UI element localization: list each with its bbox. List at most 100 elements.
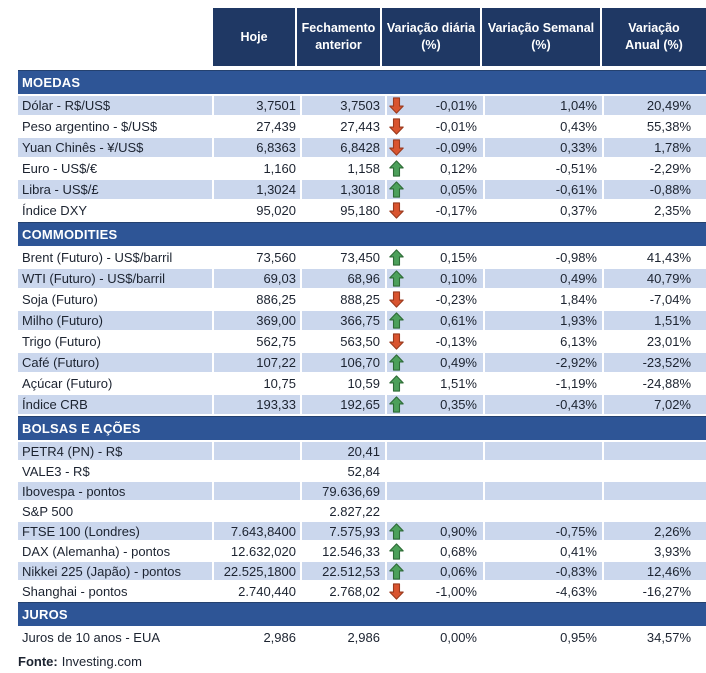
cell-variacao-semanal: 1,84% (483, 290, 602, 309)
table-row: DAX (Alemanha) - pontos 12.632,020 12.54… (18, 542, 706, 562)
cell-hoje: 193,33 (212, 395, 300, 414)
cell-fechamento: 366,75 (300, 311, 385, 330)
section-header: JUROS (18, 602, 706, 628)
cell-variacao-semanal: 0,95% (483, 628, 602, 646)
section-header: BOLSAS E AÇÕES (18, 416, 706, 442)
cell-variacao-anual: 2,26% (602, 522, 706, 540)
cell-hoje: 2,986 (212, 628, 300, 646)
cell-variacao-diaria: 0,00% (385, 628, 483, 646)
cell-fechamento: 888,25 (300, 290, 385, 309)
up-arrow-icon (389, 542, 404, 560)
section-rows: PETR4 (PN) - R$ 20,41 VALE3 - R$ 52,84 (18, 442, 706, 602)
cell-fechamento: 192,65 (300, 395, 385, 414)
cell-fechamento: 1,158 (300, 159, 385, 178)
table-row: S&P 500 2.827,22 (18, 502, 706, 522)
section-title: JUROS (22, 607, 68, 622)
row-label: Euro - US$/€ (22, 161, 98, 176)
source-label: Fonte: (18, 653, 58, 669)
cell-variacao-diaria: 0,90% (385, 522, 483, 540)
table-row: Peso argentino - $/US$ 27,439 27,443 -0,… (18, 117, 706, 138)
cell-diaria-value: 1,51% (440, 376, 477, 391)
row-label: Juros de 10 anos - EUA (22, 629, 161, 645)
cell-variacao-anual: 41,43% (602, 248, 706, 267)
row-label: Soja (Futuro) (22, 292, 98, 307)
cell-variacao-anual: 1,78% (602, 138, 706, 157)
cell-fechamento: 2,986 (300, 628, 385, 646)
cell-variacao-anual: -24,88% (602, 374, 706, 393)
cell-variacao-anual: 3,93% (602, 542, 706, 560)
up-arrow-icon (389, 522, 404, 540)
row-label: Trigo (Futuro) (22, 334, 101, 349)
cell-variacao-anual: -0,88% (602, 180, 706, 199)
cell-diaria-value: 0,12% (440, 161, 477, 176)
cell-variacao-diaria: -0,17% (385, 201, 483, 220)
table-section: BOLSAS E AÇÕES PETR4 (PN) - R$ 20,41 VAL… (18, 416, 706, 602)
table-row: PETR4 (PN) - R$ 20,41 (18, 442, 706, 462)
table-row: Soja (Futuro) 886,25 888,25 -0,23% 1,84%… (18, 290, 706, 311)
cell-hoje (212, 462, 300, 480)
cell-fechamento: 20,41 (300, 442, 385, 460)
up-arrow-icon (389, 249, 404, 266)
cell-variacao-anual: 7,02% (602, 395, 706, 414)
cell-diaria-value: -0,09% (435, 140, 477, 155)
table-row: Ibovespa - pontos 79.636,69 (18, 482, 706, 502)
cell-variacao-diaria (385, 462, 483, 480)
cell-hoje: 3,7501 (212, 96, 300, 115)
section-title: COMMODITIES (22, 227, 118, 242)
table-body: MOEDAS Dólar - R$/US$ 3,7501 3,7503 -0,0… (18, 70, 706, 648)
table-row: WTI (Futuro) - US$/barril 69,03 68,96 0,… (18, 269, 706, 290)
cell-diaria-value: -0,17% (435, 203, 477, 218)
cell-fechamento: 106,70 (300, 353, 385, 372)
cell-variacao-diaria: 0,15% (385, 248, 483, 267)
cell-variacao-semanal: -0,98% (483, 248, 602, 267)
row-label: WTI (Futuro) - US$/barril (22, 271, 166, 286)
cell-diaria-value: 0,00% (440, 629, 477, 645)
cell-hoje: 107,22 (212, 353, 300, 372)
table-section: COMMODITIES Brent (Futuro) - US$/barril … (18, 222, 706, 416)
cell-variacao-semanal (483, 462, 602, 480)
cell-hoje: 73,560 (212, 248, 300, 267)
section-header: MOEDAS (18, 70, 706, 96)
row-label: Milho (Futuro) (22, 313, 103, 328)
cell-hoje (212, 482, 300, 500)
cell-variacao-diaria: 0,12% (385, 159, 483, 178)
table-header: Hoje Fechamento anterior Variação diária… (213, 8, 706, 66)
table-row: Café (Futuro) 107,22 106,70 0,49% -2,92%… (18, 353, 706, 374)
row-label: Shanghai - pontos (22, 583, 128, 599)
cell-variacao-semanal: -0,61% (483, 180, 602, 199)
table-row: Nikkei 225 (Japão) - pontos 22.525,1800 … (18, 562, 706, 582)
cell-variacao-semanal: -0,75% (483, 522, 602, 540)
down-arrow-icon (389, 582, 404, 600)
source-note: Fonte: Investing.com (18, 651, 706, 671)
up-arrow-icon (389, 396, 404, 413)
row-label: PETR4 (PN) - R$ (22, 443, 123, 459)
cell-variacao-diaria: 0,61% (385, 311, 483, 330)
table-section: JUROS Juros de 10 anos - EUA 2,986 2,986… (18, 602, 706, 648)
table-row: Trigo (Futuro) 562,75 563,50 -0,13% 6,13… (18, 332, 706, 353)
cell-diaria-value: -0,01% (435, 119, 477, 134)
cell-fechamento: 22.512,53 (300, 562, 385, 580)
table-row: Brent (Futuro) - US$/barril 73,560 73,45… (18, 248, 706, 269)
cell-variacao-anual: -2,29% (602, 159, 706, 178)
section-rows: Brent (Futuro) - US$/barril 73,560 73,45… (18, 248, 706, 416)
row-label: S&P 500 (22, 503, 74, 519)
cell-variacao-anual: 34,57% (602, 628, 706, 646)
cell-variacao-semanal: 1,93% (483, 311, 602, 330)
cell-fechamento: 2.827,22 (300, 502, 385, 520)
cell-variacao-anual: 40,79% (602, 269, 706, 288)
row-label: Índice CRB (22, 397, 88, 412)
cell-variacao-semanal: 0,43% (483, 117, 602, 136)
cell-variacao-diaria (385, 502, 483, 520)
cell-hoje: 95,020 (212, 201, 300, 220)
up-arrow-icon (389, 312, 404, 329)
cell-variacao-diaria: 0,10% (385, 269, 483, 288)
cell-variacao-semanal: -1,19% (483, 374, 602, 393)
down-arrow-icon (389, 97, 404, 114)
cell-variacao-diaria: -0,23% (385, 290, 483, 309)
row-label: Dólar - R$/US$ (22, 98, 111, 113)
cell-fechamento: 27,443 (300, 117, 385, 136)
cell-diaria-value: 0,35% (440, 397, 477, 412)
cell-variacao-diaria (385, 442, 483, 460)
cell-variacao-semanal: -2,92% (483, 353, 602, 372)
cell-variacao-semanal (483, 482, 602, 500)
